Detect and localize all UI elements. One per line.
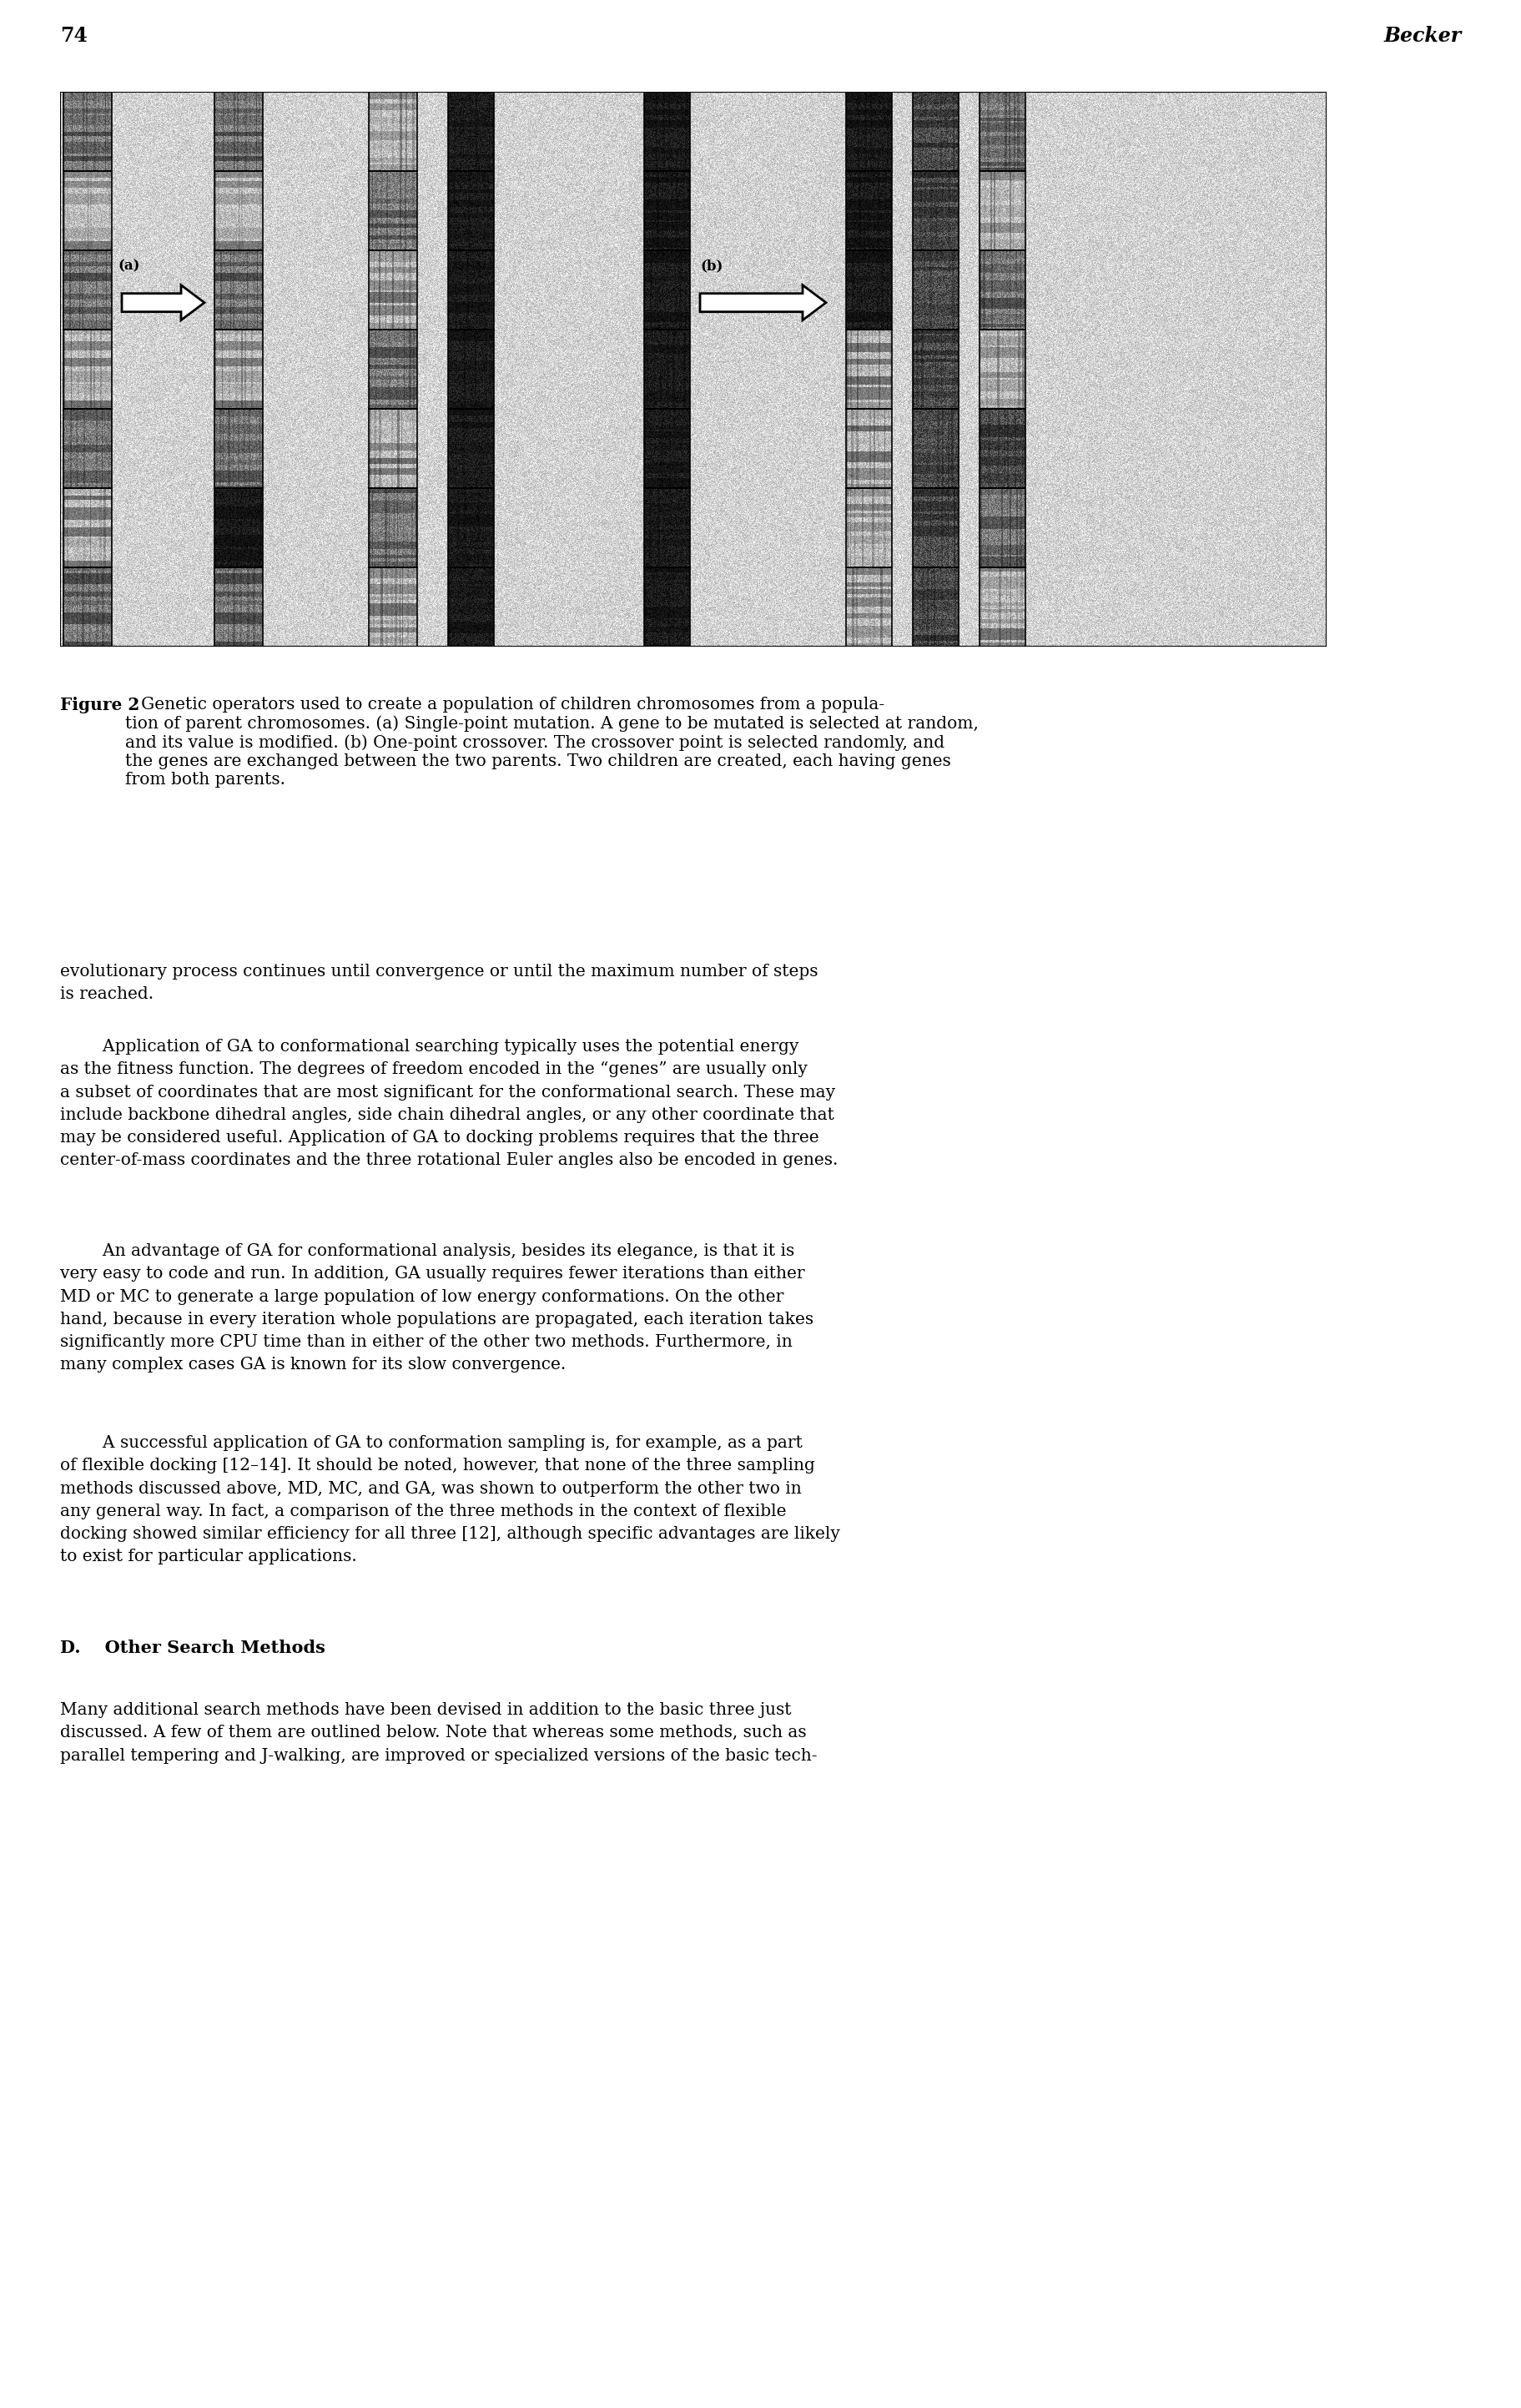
Bar	[64, 409, 111, 489]
Text: A successful application of GA to conformation sampling is, for example, as a pa: A successful application of GA to confor…	[59, 1435, 840, 1565]
Bar	[846, 171, 891, 250]
Bar	[368, 489, 417, 568]
Bar	[643, 489, 689, 568]
Text: evolutionary process continues until convergence or until the maximum number of : evolutionary process continues until con…	[59, 963, 818, 1002]
Text: D.    Other Search Methods: D. Other Search Methods	[59, 1640, 325, 1657]
Bar	[368, 409, 417, 489]
Bar	[846, 250, 891, 330]
Text: Many additional search methods have been devised in addition to the basic three : Many additional search methods have been…	[59, 1702, 817, 1763]
Bar	[447, 92, 494, 171]
Bar	[214, 489, 263, 568]
Bar	[64, 171, 111, 250]
Bar	[980, 489, 1025, 568]
Bar	[643, 92, 689, 171]
Bar	[214, 568, 263, 648]
Bar	[214, 171, 263, 250]
Bar	[846, 489, 891, 568]
Bar	[368, 330, 417, 409]
Bar	[447, 568, 494, 648]
Bar	[913, 92, 958, 171]
Bar	[447, 250, 494, 330]
Bar	[447, 171, 494, 250]
Text: Becker: Becker	[1383, 26, 1462, 46]
Bar	[643, 409, 689, 489]
Text: Application of GA to conformational searching typically uses the potential energ: Application of GA to conformational sear…	[59, 1038, 838, 1168]
Bar	[64, 568, 111, 648]
Bar	[64, 330, 111, 409]
Bar	[980, 568, 1025, 648]
Bar	[643, 171, 689, 250]
Bar	[368, 250, 417, 330]
Bar	[64, 92, 111, 171]
Bar	[214, 92, 263, 171]
Bar	[846, 92, 891, 171]
Bar	[214, 409, 263, 489]
Bar	[980, 409, 1025, 489]
Text: 74: 74	[59, 26, 88, 46]
Text: Genetic operators used to create a population of children chromosomes from a pop: Genetic operators used to create a popul…	[125, 696, 978, 787]
Bar	[447, 409, 494, 489]
Bar	[980, 92, 1025, 171]
Bar	[980, 250, 1025, 330]
Bar	[846, 409, 891, 489]
Bar	[447, 330, 494, 409]
Bar	[913, 489, 958, 568]
Bar	[980, 171, 1025, 250]
Bar	[846, 330, 891, 409]
Bar	[846, 568, 891, 648]
Bar	[913, 171, 958, 250]
Bar	[913, 330, 958, 409]
Bar	[447, 489, 494, 568]
Bar	[214, 330, 263, 409]
FancyArrow shape	[122, 284, 204, 320]
Bar	[643, 568, 689, 648]
Bar	[64, 250, 111, 330]
Text: An advantage of GA for conformational analysis, besides its elegance, is that it: An advantage of GA for conformational an…	[59, 1243, 814, 1373]
Bar	[913, 409, 958, 489]
Bar	[643, 250, 689, 330]
Bar	[368, 171, 417, 250]
Bar	[214, 250, 263, 330]
Text: (b): (b)	[700, 260, 722, 275]
FancyArrow shape	[700, 284, 826, 320]
Bar	[913, 250, 958, 330]
Text: Figure 2: Figure 2	[59, 696, 140, 713]
Bar	[64, 489, 111, 568]
Bar	[368, 92, 417, 171]
Bar	[643, 330, 689, 409]
Bar	[368, 568, 417, 648]
Text: (a): (a)	[117, 260, 140, 275]
Bar	[980, 330, 1025, 409]
Bar	[913, 568, 958, 648]
